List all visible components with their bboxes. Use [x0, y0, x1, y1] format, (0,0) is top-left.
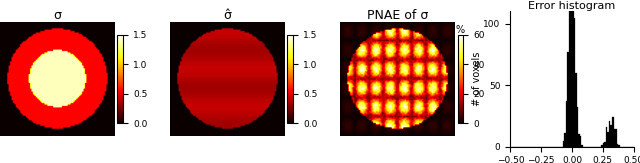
Title: PNAE of σ: PNAE of σ [367, 9, 428, 22]
Bar [572, 0, 573, 147]
Bar [575, 73, 577, 147]
Title: Error histogram: Error histogram [529, 1, 616, 11]
Title: %: % [456, 25, 465, 35]
Bar [577, 107, 578, 147]
Title: σ: σ [54, 9, 61, 22]
Title: σ̂: σ̂ [223, 9, 232, 22]
Bar [609, 121, 611, 147]
Bar [618, 145, 620, 147]
Bar [614, 129, 615, 147]
Y-axis label: # of voxels: # of voxels [472, 52, 482, 106]
Bar [578, 134, 580, 147]
Bar [612, 117, 614, 147]
Bar [617, 144, 618, 147]
Bar [563, 141, 564, 147]
Bar [567, 52, 569, 147]
Bar [606, 127, 607, 147]
Bar [569, 0, 570, 147]
Bar [581, 145, 583, 147]
Bar [580, 136, 581, 147]
Bar [603, 143, 604, 147]
Bar [570, 0, 572, 147]
Bar [573, 18, 575, 147]
Bar [615, 129, 617, 147]
Bar [564, 133, 566, 147]
Bar [611, 125, 612, 147]
Bar [607, 132, 609, 147]
Bar [566, 101, 567, 147]
Bar [601, 145, 603, 147]
Bar [604, 142, 606, 147]
